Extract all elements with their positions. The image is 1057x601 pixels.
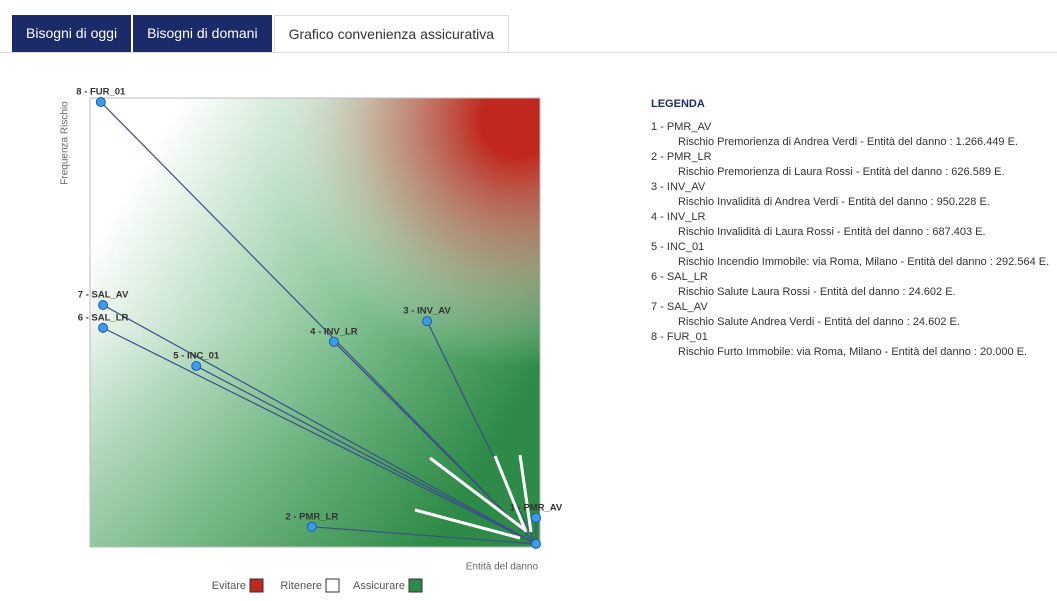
point — [191, 361, 202, 372]
point — [328, 336, 339, 347]
point — [95, 97, 106, 108]
tab-divider — [0, 52, 1057, 53]
point-label: 5 - INC_01 — [173, 351, 220, 362]
link-line — [102, 327, 537, 545]
tab[interactable]: Bisogni di oggi — [12, 15, 132, 52]
tab-bar: Bisogni di oggi Bisogni di domani Grafico … — [12, 15, 511, 53]
point-label: 3 - INV_AV — [403, 306, 451, 317]
zone-swatch — [325, 578, 340, 593]
legenda-code: 8 - FUR_01 — [651, 331, 708, 343]
plot-frame — [89, 97, 541, 548]
y-axis-label: Frequenza Rischio — [60, 101, 71, 185]
legenda-desc: Rischio Premorienza di Laura Rossi - Ent… — [678, 166, 1005, 178]
point-label: 8 - FUR_01 — [76, 87, 126, 98]
zone-swatch — [249, 578, 264, 593]
legenda-code: 5 - INC_01 — [651, 241, 705, 253]
link-line — [195, 365, 537, 545]
legenda-desc: Rischio Invalidità di Andrea Verdi - Ent… — [678, 196, 990, 208]
link-line — [100, 101, 537, 545]
link-line — [426, 320, 537, 545]
legenda-code: 3 - INV_AV — [651, 181, 706, 193]
tab[interactable]: Bisogni di domani — [133, 15, 272, 52]
legenda-title: LEGENDA — [651, 98, 705, 110]
point — [306, 521, 317, 532]
point-label: 4 - INV_LR — [310, 326, 358, 337]
legenda-desc: Rischio Invalidità di Laura Rossi - Enti… — [678, 226, 986, 238]
point-label: 6 - SAL_LR — [78, 312, 129, 323]
link-line — [102, 304, 537, 545]
legenda-desc: Rischio Premorienza di Andrea Verdi - En… — [678, 136, 1018, 148]
anchor-point — [530, 538, 541, 549]
chart: Frequenza Rischio Entità del danno 1 - P… — [60, 87, 563, 593]
legenda-code: 7 - SAL_AV — [651, 301, 708, 313]
legenda-code: 1 - PMR_AV — [651, 121, 712, 133]
legenda-desc: Rischio Salute Andrea Verdi - Entità del… — [678, 316, 960, 328]
zone-swatch — [408, 578, 423, 593]
legenda-code: 2 - PMR_LR — [651, 151, 712, 163]
arrows — [414, 454, 533, 540]
legenda-desc: Rischio Incendio Immobile: via Roma, Mil… — [678, 256, 1050, 268]
zone-name: Assicurare — [353, 580, 405, 592]
point — [530, 512, 541, 523]
legenda-desc: Rischio Furto Immobile: via Roma, Milano… — [678, 346, 1028, 358]
zone-name: Evitare — [212, 580, 246, 592]
point — [422, 316, 433, 327]
point-label: 1 - PMR_AV — [510, 502, 563, 513]
point-label: 7 - SAL_AV — [78, 290, 129, 301]
legenda: LEGENDA 1 - PMR_AV Rischio Premorienza di … — [651, 98, 1049, 360]
legenda-desc: Rischio Salute Laura Rossi - Entità del … — [678, 286, 956, 298]
zone-name: Ritenere — [280, 580, 322, 592]
legenda-code: 4 - INV_LR — [651, 211, 706, 223]
x-axis-label: Entità del danno — [466, 562, 539, 573]
point-label: 2 - PMR_LR — [285, 511, 338, 522]
legenda-code: 6 - SAL_LR — [651, 271, 708, 283]
point — [98, 299, 109, 310]
link-line — [311, 526, 536, 545]
tab[interactable]: Grafico convenienza assicurativa — [273, 15, 510, 53]
point — [98, 322, 109, 333]
